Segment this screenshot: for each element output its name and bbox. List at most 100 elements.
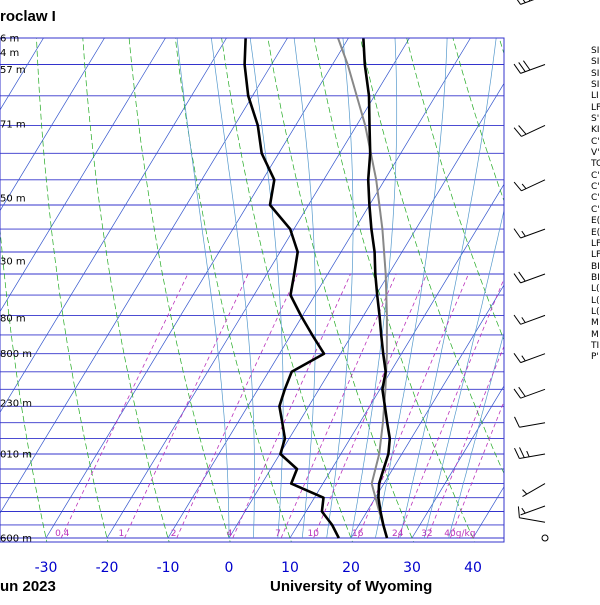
station-index-label: P' [591, 352, 600, 363]
dry-adiabat-line [491, 10, 600, 563]
moist-adiabat-line [424, 38, 540, 538]
barb-flag [518, 506, 519, 517]
temperature-tick-label: 20 [342, 560, 360, 576]
station-index-label: C' [591, 182, 600, 193]
barb-flag [514, 389, 521, 398]
barb-flag [514, 315, 521, 324]
station-index-label: LF [591, 250, 600, 261]
barb-half-flag [522, 356, 526, 361]
barb-shaft [519, 423, 545, 428]
barb-half-flag [522, 508, 526, 513]
mixing-ratio-label: 32 [421, 529, 432, 539]
temperature-tick-label: 0 [225, 560, 234, 576]
dry-adiabat-line [172, 10, 299, 563]
height-label: 6 m [0, 34, 19, 45]
barb-flag [523, 61, 530, 70]
mixing-ratio-label: 1 [119, 529, 125, 539]
moist-adiabat-line [294, 38, 316, 538]
isotherm-line [0, 38, 288, 538]
barb-half-flag [527, 451, 530, 457]
station-index-label: SI [591, 46, 600, 57]
barb-shaft [521, 315, 545, 324]
temperature-tick-label: -20 [96, 560, 119, 576]
isotherm-line [412, 38, 600, 538]
mixing-ratio-label: 0.4 [55, 529, 70, 539]
station-index-label: SI [591, 80, 600, 91]
station-index-label: SI [591, 57, 600, 68]
wind-barb [523, 484, 546, 497]
isotherm-line [168, 38, 471, 538]
height-label: 800 m [0, 349, 32, 360]
station-index-label: S' [591, 114, 600, 125]
station-index-label: C' [591, 205, 600, 216]
isotherm-line [0, 38, 44, 538]
barb-flag [515, 417, 520, 427]
mixing-ratio-label: 7 [275, 529, 281, 539]
isotherm-line [290, 38, 593, 538]
background-grid [0, 10, 600, 563]
wind-barb [521, 506, 545, 515]
barb-shaft [521, 180, 545, 191]
wind-barb [514, 387, 545, 398]
barb-flag [519, 126, 526, 135]
wind-barb [515, 447, 546, 458]
observation-date: un 2023 [0, 578, 56, 595]
mixing-ratio-label: 40g/kg [444, 529, 475, 539]
wind-barb [515, 417, 546, 427]
isotherm-line [0, 38, 166, 538]
wind-barb [514, 315, 545, 324]
dry-adiabat-line [354, 10, 546, 563]
height-label: 50 m [0, 194, 26, 205]
barb-flag [514, 353, 521, 362]
station-index-label: L( [591, 284, 600, 295]
height-label: 230 m [0, 398, 32, 409]
station-index-label: E( [591, 228, 600, 239]
station-index-label: LF [591, 103, 600, 114]
temperature-tick-label: 40 [464, 560, 482, 576]
height-label: 600 m [0, 534, 32, 545]
temperature-tick-label: 10 [281, 560, 299, 576]
barb-flag [519, 387, 526, 396]
wind-barb [514, 61, 545, 74]
station-index-label: KI [591, 125, 600, 136]
barb-shaft [519, 518, 545, 523]
barb-flag [514, 64, 521, 73]
barb-shaft [521, 506, 545, 515]
temperature-tick-label: -10 [157, 560, 180, 576]
barb-half-flag [523, 490, 527, 495]
station-title: roclaw I [0, 8, 56, 25]
mixing-ratio-label: 16 [352, 529, 364, 539]
station-index-label: E( [591, 216, 600, 227]
barb-flag [514, 229, 521, 238]
dry-adiabat-line [446, 10, 600, 563]
dry-adiabat-line [0, 10, 52, 563]
dry-adiabat-line [127, 10, 238, 563]
barb-half-flag [522, 317, 526, 322]
data-source: University of Wyoming [270, 578, 432, 595]
barb-shaft [521, 389, 545, 398]
wind-barb [514, 272, 545, 283]
barb-half-flag [522, 184, 526, 189]
height-label: 57 m [0, 65, 26, 76]
wind-barb [514, 125, 545, 136]
height-label: 30 m [0, 256, 26, 267]
dry-adiabat-line [36, 10, 114, 563]
barb-shaft [521, 65, 545, 74]
station-index-label: C' [591, 193, 600, 204]
wind-barb [514, 229, 545, 238]
barb-flag [520, 447, 525, 457]
station-index-label: C' [591, 171, 600, 182]
barb-flag [519, 272, 526, 281]
plot-frame [0, 38, 504, 542]
barb-shaft [521, 125, 545, 136]
mixing-ratio-label: 24 [392, 529, 404, 539]
mixing-ratio-label: 10 [308, 529, 320, 539]
sounding-profiles [236, 0, 389, 538]
height-label: 4 m [0, 48, 19, 59]
barb-shaft [523, 484, 546, 497]
wind-barbs [514, 0, 548, 541]
isotherm-line [0, 38, 227, 538]
